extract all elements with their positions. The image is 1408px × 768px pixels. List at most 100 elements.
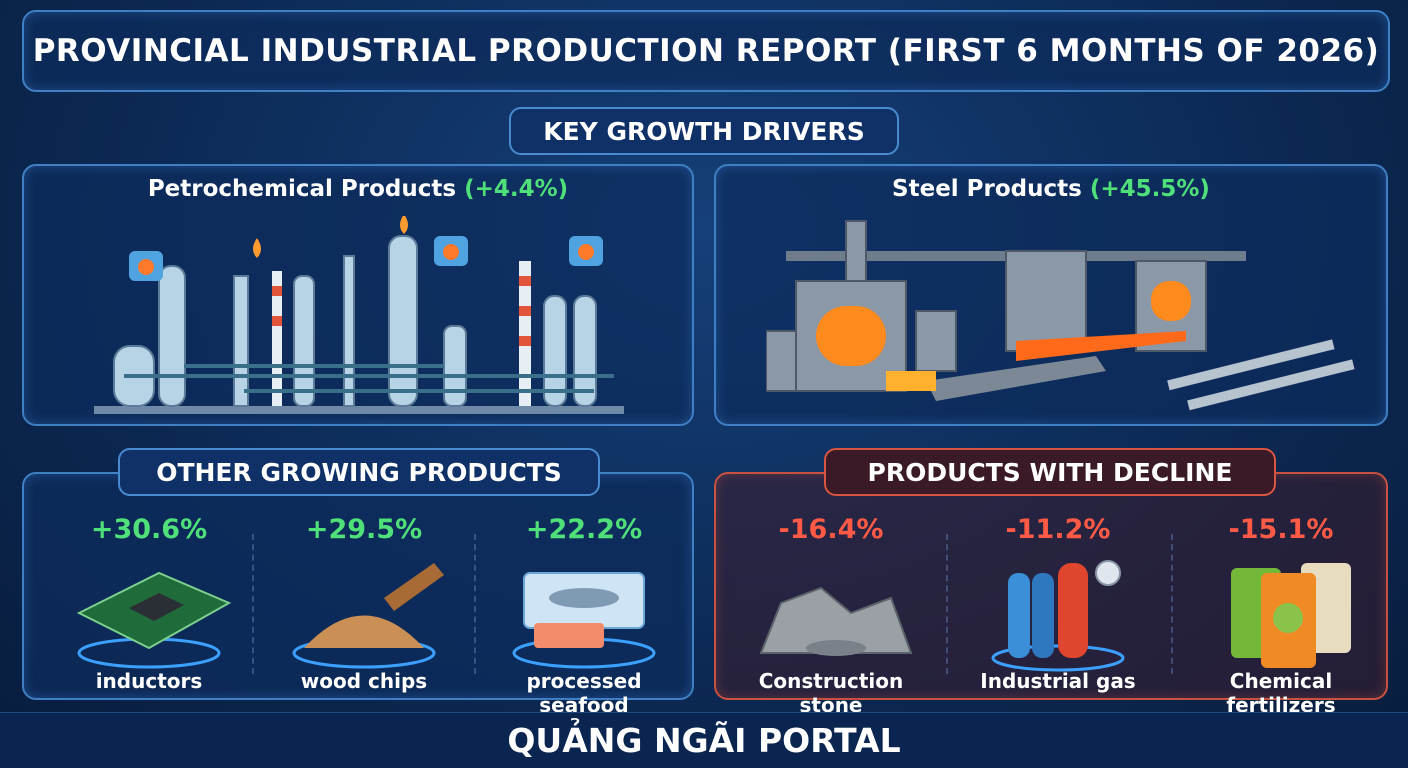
change: +30.6% [90,514,208,545]
product-change: (+4.4%) [464,176,569,202]
illustration-rect [388,235,418,407]
change: -16.4% [778,514,884,545]
illustration-path [304,615,424,648]
illustration-g [129,236,603,281]
illustration-ellipse [549,588,619,608]
illustration-rect [816,306,886,366]
seafood-illustration [512,572,656,669]
product-name: Petrochemical Products [147,176,457,202]
illustration-g [272,276,531,346]
decline-item: -11.2% Industrial gas [953,514,1163,693]
growth-item: +29.5% wood chips [259,514,469,693]
decline-item: -16.4% Construction stone [726,514,936,717]
label: wood chips [300,669,428,693]
illustration-g [138,244,594,275]
illustration-path [759,586,913,654]
separator [1171,534,1173,674]
label: Construction stone [758,669,904,717]
gas-cylinder-illustration [991,560,1125,672]
steel-panel: Steel Products (+45.5%) [714,164,1388,426]
illustration-path [129,593,184,621]
illustration-rect [519,306,531,316]
title-box: PROVINCIAL INDUSTRIAL PRODUCTION REPORT … [22,10,1390,92]
growth-item: +30.6% inductors [44,514,254,693]
change: +22.2% [525,514,643,545]
key-drivers-heading-pill: KEY GROWTH DRIVERS [509,107,899,155]
illustration-rect [1151,281,1191,321]
fertilizer-illustration [1231,563,1351,668]
change: +29.5% [305,514,423,545]
illustration-path [400,216,408,234]
illustration-g [124,364,614,393]
illustration-rect [343,255,355,407]
illustration-rect [534,623,604,648]
illustration-rect [1058,563,1088,658]
illustration-circle [138,259,154,275]
illustration-rect [1187,359,1355,411]
illustration-path [1016,331,1186,361]
illustration-rect [845,220,867,282]
illustration-rect [543,295,567,407]
illustration-g [1167,339,1355,411]
illustration-path [926,356,1106,401]
separator [252,534,254,674]
illustration-rect [1008,573,1030,658]
illustration-rect [272,271,282,406]
petrochemical-panel: Petrochemical Products (+4.4%) [22,164,694,426]
illustration-ellipse [991,644,1125,672]
illustration-rect [272,316,282,326]
illustration-rect [915,310,957,372]
illustration-rect [272,286,282,296]
change: -15.1% [1228,514,1334,545]
steel-mill-illustration [766,220,1355,411]
illustration-circle [1095,560,1121,586]
label: inductors [95,669,203,693]
illustration-rect [1032,573,1054,658]
other-growing-heading: OTHER GROWING PRODUCTS [156,457,562,487]
illustration-rect [519,336,531,346]
wood-chips-illustration [292,563,444,669]
panel-title: Steel Products (+45.5%) [716,176,1386,202]
illustration-path [384,563,444,611]
separator [474,534,476,674]
illustration-rect [519,276,531,286]
inductor-illustration [76,571,232,669]
panel-title: Petrochemical Products (+4.4%) [24,176,692,202]
decline-heading-pill: PRODUCTS WITH DECLINE [824,448,1276,496]
refinery-illustration [94,216,624,414]
decline-panel: -16.4% Construction stone -11.2% Industr… [714,472,1388,717]
label: Chemical fertilizers [1226,669,1336,717]
key-drivers-heading: KEY GROWTH DRIVERS [543,116,865,146]
other-growing-panel: +30.6% inductors +29.5% wood chips +22.2… [22,472,694,717]
other-growing-heading-pill: OTHER GROWING PRODUCTS [118,448,600,496]
illustration-path [253,238,261,258]
illustration-g [253,216,408,258]
illustration-g [272,261,531,406]
illustration-g [113,235,597,407]
illustration-rect [94,406,624,414]
product-name: Steel Products [892,176,1082,202]
separator [946,534,948,674]
footer: QUẢNG NGÃI PORTAL [0,712,1408,768]
illustration-rect [1005,250,1087,352]
illustration-rect [1167,339,1335,391]
decline-item: -15.1% Chemical fertilizers [1176,514,1386,717]
footer-text: QUẢNG NGÃI PORTAL [507,721,901,760]
label: processed seafood [526,669,642,717]
illustration-circle [578,244,594,260]
illustration-rect [519,261,531,406]
illustration-rect [886,371,936,391]
illustration-rect [573,295,597,407]
illustration-circle [1273,603,1303,633]
growth-item: +22.2% processed seafood [479,514,689,717]
illustration-rect [293,275,315,407]
illustration-circle [443,244,459,260]
title: PROVINCIAL INDUSTRIAL PRODUCTION REPORT … [32,33,1380,69]
change: -11.2% [1005,514,1111,545]
illustration-g [766,220,1207,392]
illustration-rect [233,275,249,407]
label: Industrial gas [980,669,1136,693]
decline-heading: PRODUCTS WITH DECLINE [867,457,1233,487]
illustration-rect [443,325,467,407]
